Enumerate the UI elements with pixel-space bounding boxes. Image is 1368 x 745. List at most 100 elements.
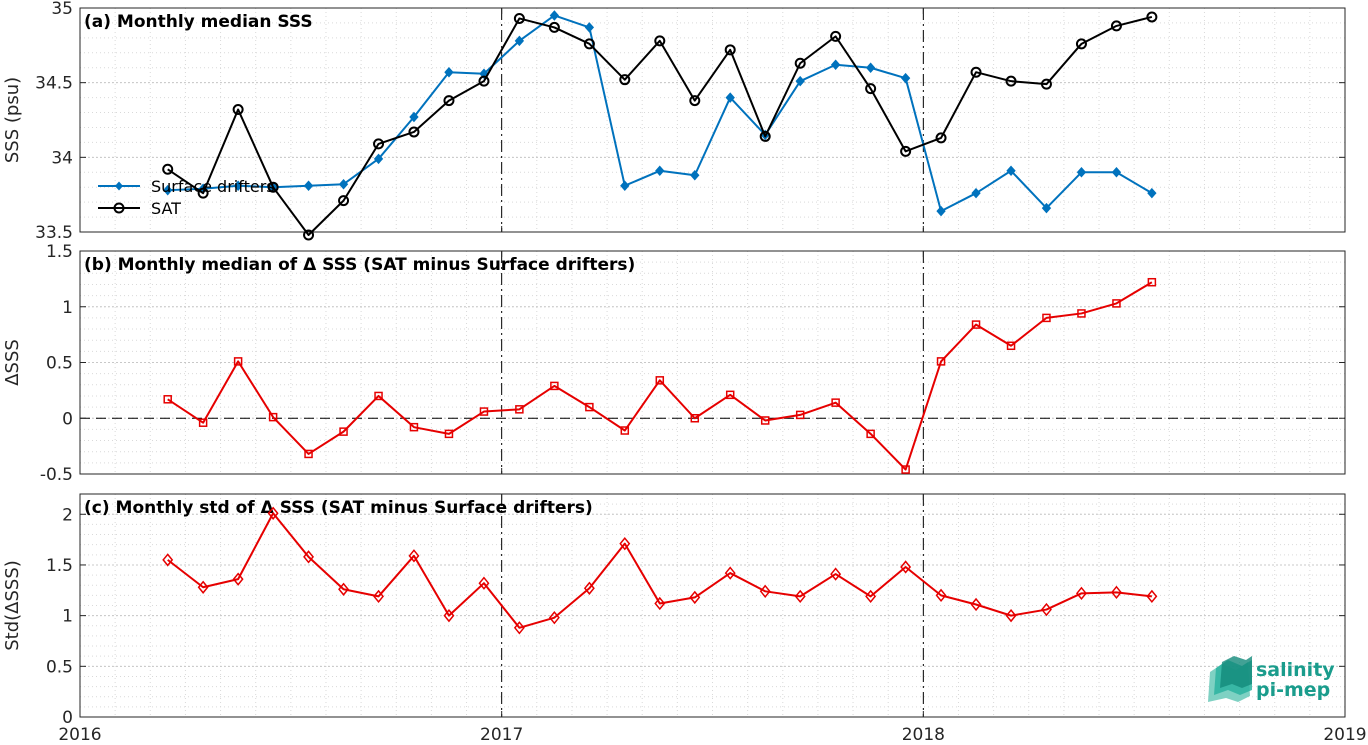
data-point	[724, 566, 736, 580]
data-point	[865, 589, 877, 604]
data-point	[1006, 341, 1016, 351]
legend-marker	[115, 181, 123, 191]
panel-a-monthly-median-sss: 33.5 34 34.5 35 SSS (psu) (a) Monthly median …	[2, 0, 1346, 243]
series-delta	[162, 506, 1158, 635]
y-tick-label: 34	[51, 148, 73, 168]
data-point	[935, 132, 947, 144]
panel-title: (b) Monthly median of Δ SSS (SAT minus S…	[84, 255, 635, 275]
data-point	[1075, 586, 1087, 601]
data-point	[478, 576, 490, 590]
data-point	[759, 584, 771, 598]
data-point	[233, 357, 243, 366]
data-point	[303, 550, 315, 564]
panel-c-std-delta-sss: 0 0.5 1 1.5 2 Std(ΔSSS) (c) Monthly std of Δ S…	[2, 493, 1346, 728]
data-point	[900, 560, 912, 574]
data-point	[583, 38, 595, 50]
data-point	[513, 12, 525, 24]
data-point	[232, 104, 244, 116]
data-point	[1146, 589, 1158, 604]
data-point	[865, 62, 876, 73]
data-point	[1147, 187, 1157, 199]
data-point	[936, 205, 946, 217]
data-point	[1005, 75, 1017, 87]
y-tick-label: 0.5	[46, 657, 73, 677]
logo-wave-shape	[1220, 656, 1252, 688]
data-point	[1111, 167, 1122, 178]
data-point	[197, 187, 209, 199]
data-point	[655, 165, 665, 177]
data-point	[620, 426, 630, 435]
data-point	[197, 580, 209, 594]
y-tick-label: 0	[62, 708, 73, 728]
data-point	[514, 35, 525, 47]
data-point	[513, 621, 525, 635]
series-line	[167, 512, 1152, 629]
data-point	[690, 170, 700, 181]
y-tick-label: -0.5	[40, 465, 73, 485]
data-point	[970, 597, 982, 612]
data-point	[444, 66, 454, 78]
data-point	[655, 376, 665, 385]
data-point	[1146, 11, 1158, 23]
data-point	[408, 549, 420, 563]
data-point	[478, 75, 490, 87]
data-point	[267, 506, 279, 520]
series-surface-drifters	[163, 10, 1157, 217]
data-point	[515, 405, 524, 414]
data-point	[1006, 165, 1016, 177]
data-point	[585, 402, 594, 412]
y-tick-label: 1.5	[46, 556, 73, 576]
y-tick-label: 0.5	[46, 354, 73, 374]
data-point	[163, 395, 172, 404]
legend-label: SAT	[151, 199, 181, 218]
data-point	[162, 163, 174, 175]
data-point	[795, 410, 805, 420]
data-point	[690, 414, 700, 423]
data-point	[1042, 313, 1051, 323]
data-point	[759, 130, 771, 142]
y-tick-label: 1	[62, 298, 73, 318]
data-point	[1040, 602, 1052, 617]
data-point	[900, 72, 911, 84]
data-point	[232, 572, 244, 586]
data-point	[900, 145, 912, 157]
logo-text-pi-mep: pi-mep	[1256, 679, 1330, 701]
data-point	[268, 412, 278, 422]
data-point	[373, 589, 385, 604]
data-point	[865, 83, 877, 95]
data-point	[830, 567, 842, 581]
panel-b-median-delta-sss: -0.5 0 0.5 1 1.5 ΔSSS (b) Monthly median of Δ …	[2, 242, 1346, 485]
data-point	[866, 429, 875, 439]
data-point	[338, 178, 349, 190]
data-point	[267, 181, 279, 193]
data-point	[971, 187, 981, 199]
y-axis-label: Std(ΔSSS)	[2, 560, 23, 651]
data-point	[1075, 38, 1087, 50]
data-point	[936, 357, 946, 366]
axes-box	[79, 493, 1346, 718]
y-tick-label: 1.5	[46, 242, 73, 262]
data-point	[1076, 167, 1087, 178]
data-point	[654, 596, 666, 611]
data-point	[1112, 299, 1121, 308]
y-tick-label: 35	[51, 0, 73, 19]
data-point	[549, 10, 560, 21]
data-point	[479, 407, 489, 416]
data-point	[970, 66, 982, 78]
data-point	[1040, 78, 1052, 90]
data-point	[689, 590, 701, 605]
data-point	[1110, 20, 1122, 32]
data-point	[1005, 608, 1017, 623]
data-point	[794, 589, 806, 604]
data-point	[339, 427, 348, 436]
series-line	[167, 15, 1153, 236]
data-point	[233, 180, 243, 191]
logo-text-salinity: salinity	[1256, 659, 1335, 681]
data-point	[409, 111, 419, 123]
data-point	[689, 95, 701, 107]
data-point	[479, 68, 489, 79]
data-point	[1147, 277, 1157, 287]
data-point	[550, 381, 559, 391]
data-point	[971, 320, 981, 329]
